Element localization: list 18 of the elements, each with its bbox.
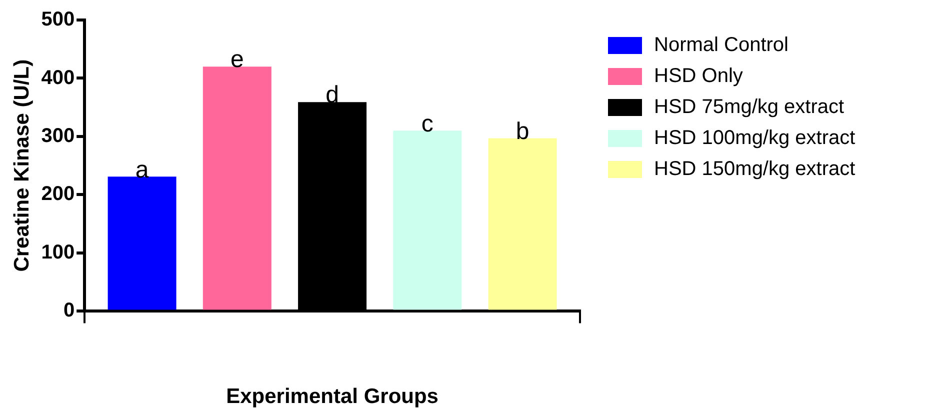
y-tick-label: 100 — [41, 241, 75, 264]
legend-label: HSD 75mg/kg extract — [654, 96, 844, 119]
y-axis-title: Creatine Kinase (U/L) — [10, 59, 34, 272]
y-tick-label: 300 — [41, 124, 75, 147]
data-label: b — [516, 118, 530, 145]
legend-label: HSD 100mg/kg extract — [654, 127, 856, 150]
legend-label: Normal Control — [654, 34, 788, 57]
data-label: e — [230, 46, 244, 74]
data-label: c — [421, 110, 434, 138]
legend-label: HSD 150mg/kg extract — [654, 158, 856, 181]
data-label: a — [135, 156, 150, 184]
y-tick-label: 0 — [63, 300, 75, 322]
y-tick-label: 400 — [41, 66, 75, 89]
legend-label: HSD Only — [654, 65, 743, 88]
y-tick-label: 200 — [41, 183, 75, 206]
x-axis-title: Experimental Groups — [226, 385, 438, 408]
data-label: d — [326, 82, 339, 109]
y-tick-label: 500 — [41, 8, 75, 31]
